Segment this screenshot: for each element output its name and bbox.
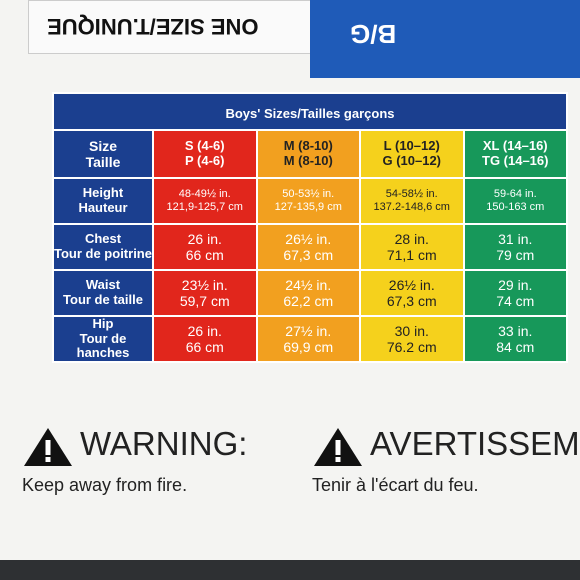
cell-line: 76.2 cm	[386, 339, 437, 355]
size-text: ONE SIZE/T.UNIQUE	[47, 14, 259, 39]
cell-line: 26 in.	[187, 322, 222, 339]
cell-line: Taille	[85, 154, 121, 170]
cell-line: 71,1 cm	[386, 247, 437, 263]
cell-line: 48-49½ in.	[178, 188, 231, 201]
size-cell: 28 in. 71,1 cm	[361, 225, 463, 269]
warning-title: AVERTISSEM	[370, 425, 580, 462]
size-cell: 26½ in. 67,3 cm	[257, 225, 359, 269]
size-cell: 33 in. 84 cm	[464, 317, 566, 361]
code-banner: B/G	[310, 0, 580, 78]
row-label: Height Hauteur	[54, 179, 152, 223]
cell-line: TG (14–16)	[482, 153, 549, 168]
cell-line: Size	[88, 137, 117, 154]
size-cell: 26½ in. 67,3 cm	[361, 271, 463, 315]
cell-line: XL (14–16)	[482, 138, 548, 154]
size-cell: 30 in. 76.2 cm	[361, 317, 463, 361]
size-cell: M (8-10) M (8-10)	[257, 131, 359, 177]
row-label: Hip Tour de hanches	[54, 315, 152, 361]
cell-line: 59-64 in.	[493, 188, 537, 201]
cell-line: P (4-6)	[185, 153, 225, 168]
cell-line: 54-58½ in.	[385, 188, 438, 201]
cell-line: 26½ in.	[388, 276, 435, 293]
size-cell: 23½ in. 59,7 cm	[154, 271, 256, 315]
cell-line: 121,9-125,7 cm	[166, 201, 243, 213]
warning-title: WARNING:	[80, 425, 248, 462]
cell-line: 26 in.	[187, 230, 222, 247]
cell-line: 79 cm	[496, 247, 535, 263]
warning-icon	[24, 428, 72, 466]
table-title: Boys' Sizes/Tailles garçons	[54, 94, 566, 129]
size-cell: 26 in. 66 cm	[154, 317, 256, 361]
cell-line: 23½ in.	[181, 276, 228, 293]
size-cell: 27½ in. 69,9 cm	[257, 317, 359, 361]
cell-line: 67,3 cm	[386, 293, 437, 309]
cell-line: 50-53½ in.	[282, 188, 335, 201]
size-table: Boys' Sizes/Tailles garçons Size Taille S …	[52, 92, 568, 363]
cell-line: 69,9 cm	[283, 339, 334, 355]
size-banner: ONE SIZE/T.UNIQUE	[28, 0, 312, 54]
cell-line: 137.2-148,6 cm	[373, 201, 450, 213]
cell-line: 62,2 cm	[283, 293, 334, 309]
size-cell: 48-49½ in. 121,9-125,7 cm	[154, 179, 256, 223]
row-label: Size Taille	[54, 131, 152, 177]
cell-line: G (10–12)	[382, 153, 442, 168]
cell-line: M (8-10)	[283, 153, 333, 168]
size-cell: 50-53½ in. 127-135,9 cm	[257, 179, 359, 223]
cell-line: Chest	[84, 231, 122, 247]
size-cell: L (10–12) G (10–12)	[361, 131, 463, 177]
warning-icon	[314, 428, 362, 466]
size-cell: 26 in. 66 cm	[154, 225, 256, 269]
cell-line: 74 cm	[496, 293, 535, 309]
cell-line: 30 in.	[394, 322, 429, 339]
warning-text: Keep away from fire.	[22, 475, 188, 495]
cell-line: 29 in.	[498, 276, 533, 293]
cell-line: Height	[82, 185, 124, 201]
cell-line: Tour de hanches	[76, 330, 130, 361]
cell-line: 59,7 cm	[179, 293, 230, 309]
cell-line: M (8-10)	[283, 138, 333, 154]
cell-line: 127-135,9 cm	[274, 201, 342, 213]
cell-line: 84 cm	[496, 339, 535, 355]
size-cell: 24½ in. 62,2 cm	[257, 271, 359, 315]
size-cell: 54-58½ in. 137.2-148,6 cm	[361, 179, 463, 223]
cell-line: 66 cm	[185, 247, 224, 263]
cell-line: Hauteur	[78, 200, 128, 215]
cell-line: S (4-6)	[184, 138, 225, 154]
size-cell: S (4-6) P (4-6)	[154, 131, 256, 177]
cell-line: 150-163 cm	[486, 201, 545, 213]
row-label: Waist Tour de taille	[54, 271, 152, 315]
cell-line: 27½ in.	[285, 322, 332, 339]
cell-line: Tour de taille	[63, 292, 143, 307]
cell-line: 66 cm	[185, 339, 224, 355]
cell-line: L (10–12)	[383, 138, 440, 154]
cell-line: 33 in.	[498, 322, 533, 339]
cell-line: 24½ in.	[285, 276, 332, 293]
row-label: Chest Tour de poitrine	[54, 225, 152, 269]
cell-line: Hip	[92, 315, 114, 331]
size-cell: XL (14–16) TG (14–16)	[464, 131, 566, 177]
cell-line: Waist	[85, 277, 121, 293]
cell-line: 26½ in.	[285, 230, 332, 247]
cell-line: Tour de poitrine	[54, 246, 152, 261]
cell-line: 28 in.	[394, 230, 429, 247]
size-cell: 59-64 in. 150-163 cm	[464, 179, 566, 223]
warning-text: Tenir à l'écart du feu.	[312, 475, 479, 495]
size-cell: 31 in. 79 cm	[464, 225, 566, 269]
cell-line: 67,3 cm	[283, 247, 334, 263]
size-cell: 29 in. 74 cm	[464, 271, 566, 315]
code-text: B/G	[350, 19, 397, 49]
cell-line: 31 in.	[498, 230, 533, 247]
